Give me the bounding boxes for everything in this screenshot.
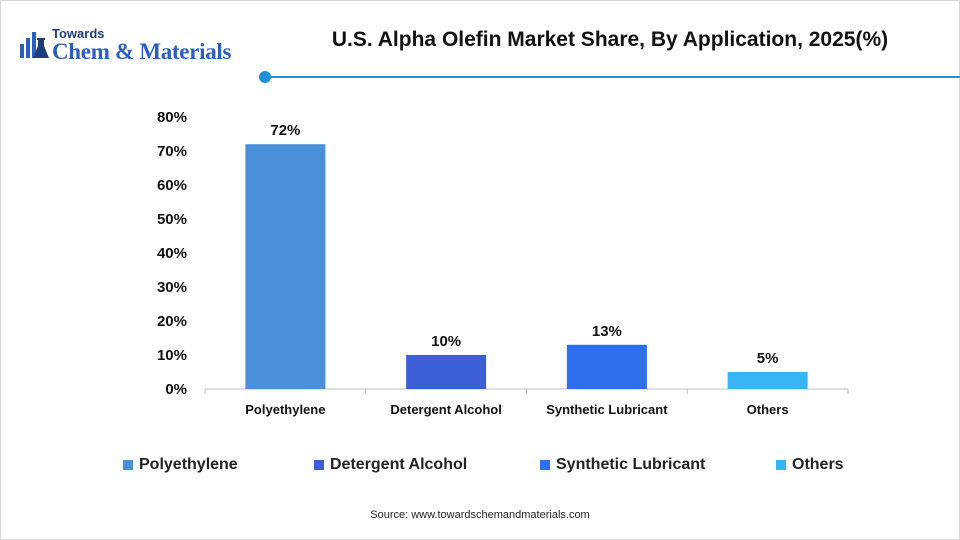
legend-item: Detergent Alcohol bbox=[314, 455, 467, 475]
y-tick-label: 50% bbox=[157, 211, 187, 228]
legend-label: Detergent Alcohol bbox=[330, 456, 468, 473]
legend-swatch bbox=[776, 460, 786, 470]
data-label: 13% bbox=[592, 323, 622, 340]
bar bbox=[245, 144, 326, 389]
x-tick-label: Synthetic Lubricant bbox=[546, 402, 668, 417]
y-tick-label: 40% bbox=[157, 245, 187, 262]
legend-swatch bbox=[314, 460, 324, 470]
data-label: 72% bbox=[270, 122, 300, 139]
y-tick-label: 30% bbox=[157, 279, 187, 296]
x-tick-label: Others bbox=[747, 402, 789, 417]
source-note: Source: www.towardschemandmaterials.com bbox=[370, 509, 590, 521]
y-tick-label: 80% bbox=[157, 109, 187, 126]
x-tick-label: Polyethylene bbox=[245, 402, 325, 417]
legend-label: Synthetic Lubricant bbox=[556, 456, 706, 473]
chart-title: U.S. Alpha Olefin Market Share, By Appli… bbox=[331, 28, 889, 51]
logo-main-text: Chem & Materials bbox=[52, 39, 232, 64]
legend-item: Others bbox=[776, 455, 844, 475]
logo-top-text: Towards bbox=[52, 26, 105, 41]
title-rule bbox=[266, 76, 960, 78]
y-tick-label: 0% bbox=[165, 381, 187, 398]
bar bbox=[727, 372, 808, 389]
data-label: 10% bbox=[431, 333, 461, 350]
legend-swatch bbox=[540, 460, 550, 470]
legend-label: Others bbox=[792, 456, 844, 473]
y-tick-label: 10% bbox=[157, 347, 187, 364]
y-tick-label: 60% bbox=[157, 177, 187, 194]
legend-item: Synthetic Lubricant bbox=[540, 455, 705, 475]
brand-logo: Towards Chem & Materials bbox=[16, 24, 256, 68]
data-label: 5% bbox=[757, 350, 779, 367]
bar bbox=[566, 344, 647, 389]
y-tick-label: 70% bbox=[157, 143, 187, 160]
legend-label: Polyethylene bbox=[139, 456, 238, 473]
legend-item: Polyethylene bbox=[123, 455, 238, 475]
y-tick-label: 20% bbox=[157, 313, 187, 330]
title-rule-dot bbox=[259, 71, 271, 83]
bar bbox=[406, 355, 487, 389]
flask-icon bbox=[20, 32, 49, 58]
legend-swatch bbox=[123, 460, 133, 470]
x-tick-label: Detergent Alcohol bbox=[390, 402, 501, 417]
chart-legend: Polyethylene Detergent Alcohol Synthetic L… bbox=[0, 455, 960, 475]
